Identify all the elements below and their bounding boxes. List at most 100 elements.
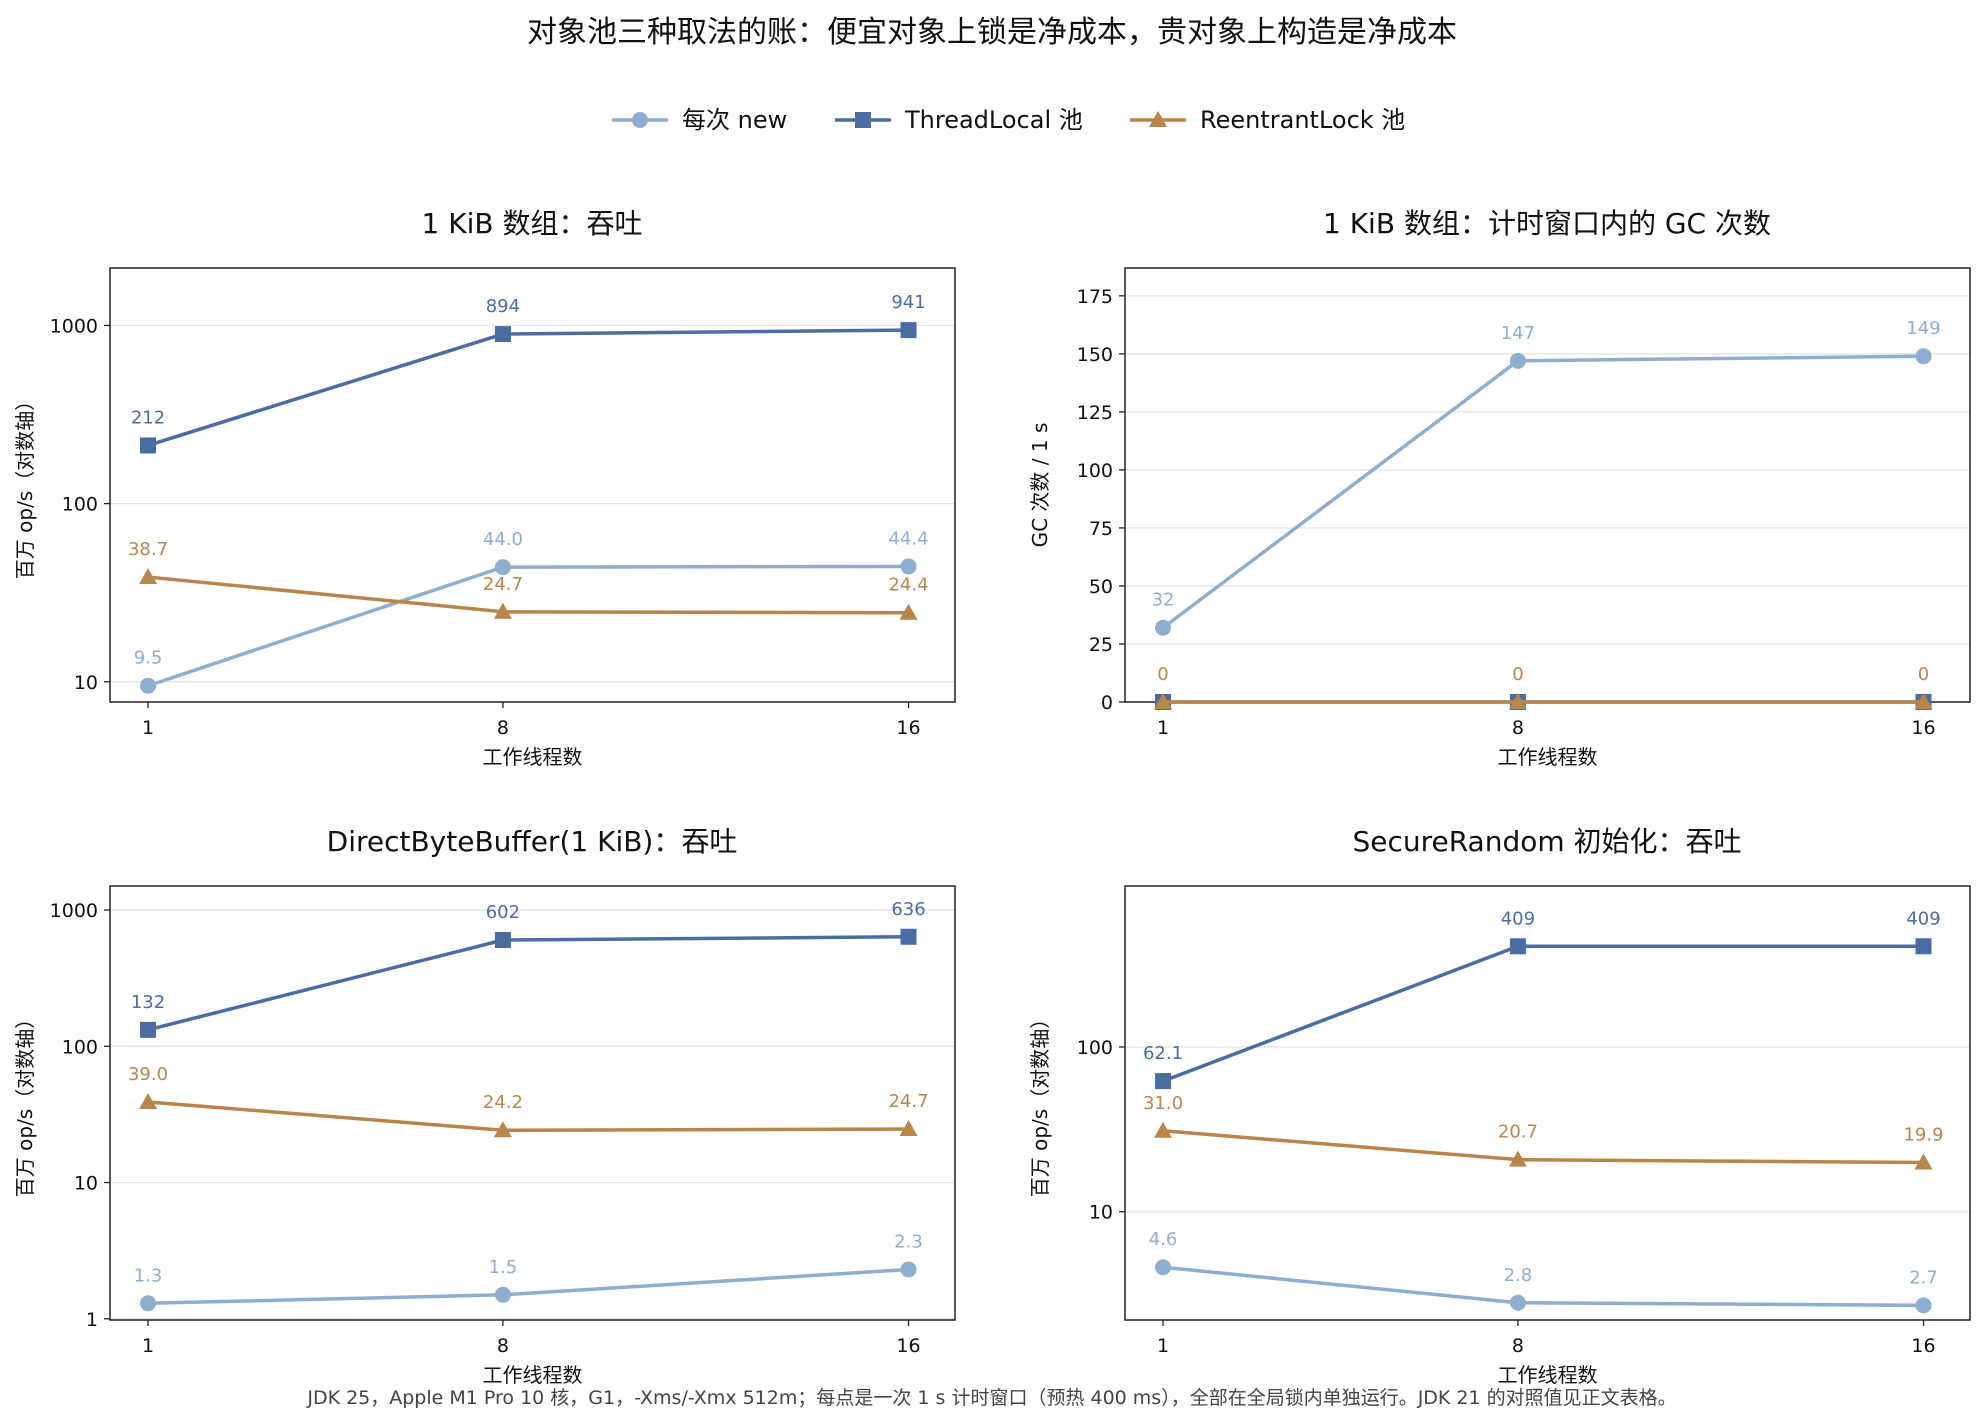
data-label: 0 [1157,664,1168,685]
chart-panel: 1 KiB 数组：吞吐 10 100 1000 1 8 16 工作线程数 百万 op/s（对数轴… [13,207,956,769]
data-point [139,568,158,585]
series-line [147,575,909,615]
x-tick-label: 1 [1157,1335,1169,1357]
data-point [140,677,157,694]
data-label: 132 [131,992,165,1013]
data-label: 1.5 [489,1257,518,1278]
x-axis-label: 工作线程数 [483,745,583,769]
y-tick-label: 1 [86,1309,98,1331]
x-tick-label: 1 [142,1335,154,1357]
y-tick-label: 150 [1077,344,1113,366]
y-tick-label: 0 [1101,692,1113,714]
legend-item: 每次 new [612,106,787,134]
y-axis-label: 百万 op/s（对数轴） [1028,1009,1052,1197]
series: 0 0 0 [1154,664,1933,709]
data-label: 20.7 [1498,1122,1538,1143]
data-point [1154,693,1173,709]
x-tick-label: 16 [1911,1335,1935,1357]
plot-frame [109,885,956,1321]
data-point [1154,1121,1173,1138]
y-tick-label: 175 [1077,286,1113,308]
data-label: 147 [1501,323,1535,344]
data-label: 0 [1918,664,1929,685]
data-point [139,1092,158,1109]
data-label: 31.0 [1143,1093,1183,1114]
data-point [1915,1297,1932,1314]
data-point [140,1021,157,1038]
data-label: 409 [1501,908,1535,929]
legend-label: ThreadLocal 池 [904,106,1083,134]
data-point [494,1286,511,1303]
data-point [494,326,511,343]
x-tick-label: 1 [142,717,154,739]
y-tick-label: 100 [62,494,98,516]
figure-title: 对象池三种取法的账：便宜对象上锁是净成本，贵对象上构造是净成本 [527,15,1457,50]
y-tick-label: 1000 [50,900,98,922]
x-tick-label: 8 [1512,717,1524,739]
data-label: 24.7 [483,574,523,595]
data-label: 9.5 [134,648,163,669]
legend-marker [632,112,648,128]
data-point [140,1295,157,1312]
data-label: 602 [486,902,520,923]
series: 132 602 636 [131,899,926,1038]
y-tick-label: 100 [62,1036,98,1058]
data-label: 44.0 [483,529,523,550]
series: 39.0 24.2 24.7 [128,1064,929,1138]
y-axis-label: 百万 op/s（对数轴） [13,391,37,579]
data-label: 38.7 [128,539,168,560]
panel-title: DirectByteBuffer(1 KiB)：吞吐 [327,825,738,858]
legend-label: ReentrantLock 池 [1200,106,1405,134]
data-point [899,1120,918,1137]
y-axis-label: 百万 op/s（对数轴） [13,1009,37,1197]
data-point [1914,693,1933,709]
x-tick-label: 16 [1911,717,1935,739]
data-label: 212 [131,407,165,428]
legend-label: 每次 new [682,106,787,134]
legend-marker [855,112,871,128]
data-label: 2.8 [1504,1265,1533,1286]
x-tick-label: 8 [1512,1335,1524,1357]
data-label: 32 [1152,590,1175,611]
y-tick-label: 125 [1077,402,1113,424]
data-point [1508,1150,1527,1167]
data-point [1509,938,1526,955]
series: 4.6 2.8 2.7 [1149,1229,1938,1314]
series-line [147,1267,909,1306]
series-line [147,564,909,688]
data-label: 62.1 [1143,1043,1183,1064]
series: 9.5 44.0 44.4 [134,528,929,694]
data-label: 2.3 [894,1232,923,1253]
series: 62.1 409 409 [1143,908,1941,1090]
data-point [1155,1073,1172,1090]
data-label: 636 [891,899,925,920]
y-tick-label: 50 [1089,576,1113,598]
data-point [1915,348,1932,365]
data-label: 2.7 [1909,1267,1938,1288]
data-label: 941 [891,292,925,313]
data-label: 0 [1512,664,1523,685]
data-point [493,1121,512,1138]
plot-frame [1124,267,1971,703]
data-point [1508,693,1527,709]
data-point [494,932,511,949]
legend-marker [1149,111,1167,127]
series: 38.7 24.7 24.4 [128,539,929,620]
data-point [1509,352,1526,369]
series: 1.3 1.5 2.3 [134,1232,923,1312]
y-tick-label: 10 [74,1173,98,1195]
data-label: 1.3 [134,1265,163,1286]
chart-panel: DirectByteBuffer(1 KiB)：吞吐 1 10 100 1000 1 8 16… [13,825,956,1387]
series-line [147,328,909,448]
data-point [1914,1153,1933,1170]
series-line [1162,944,1924,1083]
panel-title: 1 KiB 数组：吞吐 [422,207,643,240]
data-label: 19.9 [1903,1124,1943,1145]
data-point [899,603,918,620]
data-label: 24.2 [483,1092,523,1113]
data-point [1155,1259,1172,1276]
data-label: 894 [486,296,520,317]
data-point [1915,938,1932,955]
data-point [494,559,511,576]
